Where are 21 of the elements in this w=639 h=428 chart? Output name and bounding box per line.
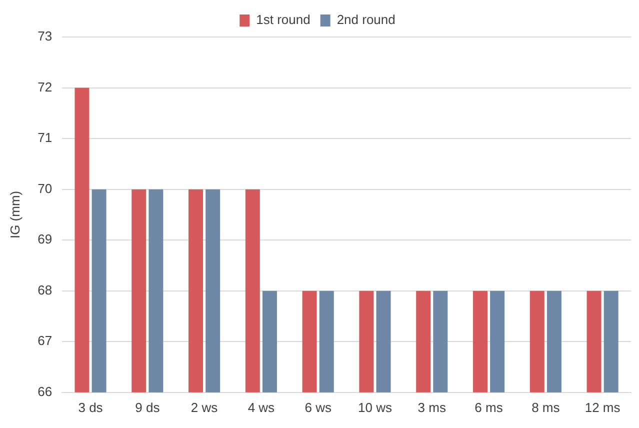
y-tick-label: 71 (38, 130, 52, 146)
y-tick-label: 67 (38, 333, 52, 348)
y-tick-label: 66 (38, 384, 52, 399)
x-tick-label: 8 ms (532, 400, 560, 415)
y-tick-label: 72 (38, 79, 52, 94)
x-tick-label: 3 ms (418, 400, 446, 415)
y-tick-label: 70 (38, 180, 52, 196)
x-tick-label: 6 ms (474, 400, 504, 415)
y-tick-label: 73 (38, 28, 52, 44)
x-tick-label: 4 ws (248, 400, 276, 415)
x-tick-label: 9 ds (135, 400, 160, 415)
x-tick-label: 2 ws (190, 400, 218, 415)
x-tick-label: 12 ms (584, 400, 621, 415)
x-tick-label: 6 ws (304, 400, 332, 415)
x-tick-label: 3 ds (78, 400, 104, 415)
x-tick-label: 10 ws (358, 400, 392, 415)
legend-label: 2nd round (336, 12, 396, 28)
y-tick-label: 69 (38, 232, 52, 247)
legend-label: 1st round (256, 12, 310, 28)
y-tick-label: 68 (38, 282, 52, 298)
y-axis-title: IG (mm) (7, 190, 22, 239)
